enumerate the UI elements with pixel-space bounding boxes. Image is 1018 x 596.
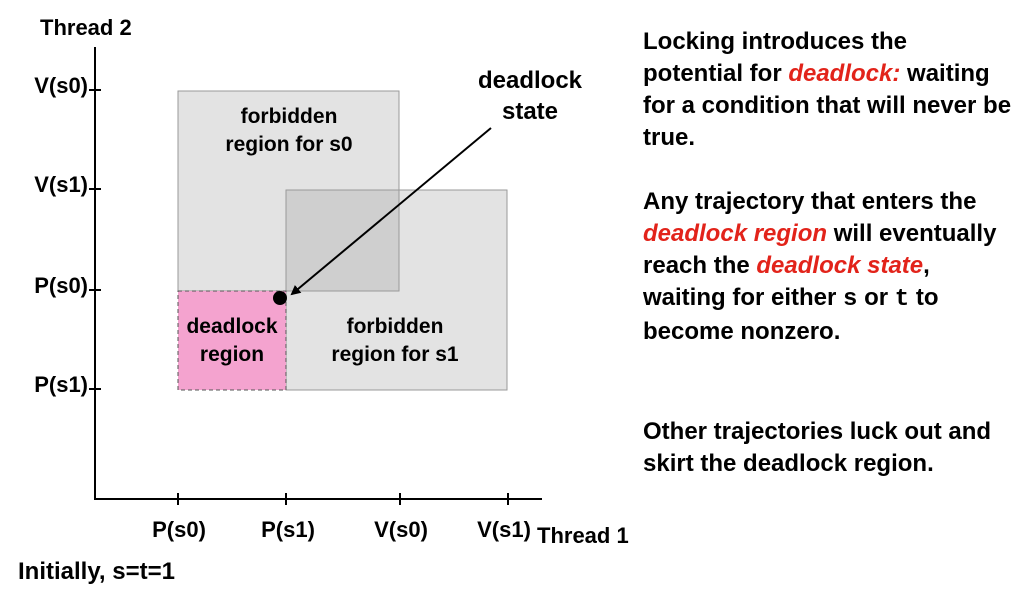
p1-text-a: Locking introduces the potential for [643,28,908,87]
y-tick-label: P(s0) [34,273,88,298]
forbidden-s1-label: region for s1 [331,343,459,366]
x-tick-label: V(s1) [477,517,531,542]
p1-text-c: waiting for a condition that will never … [643,60,1012,151]
x-tick-label: V(s0) [374,517,428,542]
deadlock-state-dot [273,291,287,305]
forbidden-s1-label: forbidden [347,315,444,338]
forbidden-s0-label: forbidden [241,105,338,128]
x-tick-label: P(s0) [152,517,206,542]
deadlock-region [177,290,287,391]
deadlock-state-arrow [290,127,492,296]
x-axis-title: Thread 1 [537,523,629,548]
paragraph-other-trajectories: Other trajectories luck out and skirt th… [643,418,992,477]
deadlock-state-label: deadlock [478,67,583,94]
p1-deadlock-term: deadlock: [788,60,901,87]
y-tick-label: V(s1) [34,172,88,197]
p2-deadlock-region-term: deadlock region [643,220,828,247]
paragraph-deadlock-intro: Locking introduces the potential for dea… [643,26,1013,154]
forbidden-s0-label: region for s0 [225,133,352,156]
p2-text-i: to become nonzero. [643,284,939,345]
x-tick-label: P(s1) [261,517,315,542]
initial-condition: Initially, s=t=1 [18,558,175,585]
y-tick-label: P(s1) [34,372,88,397]
y-axis-title: Thread 2 [40,15,132,40]
paragraph-deadlock-region: Any trajectory that enters the deadlock … [643,186,1013,348]
y-tick-label: V(s0) [34,73,88,98]
deadlock-region-label: region [200,343,264,366]
deadlock-state-label: state [502,98,558,125]
p2-var-t: t [894,286,910,313]
p2-var-s: s [843,286,858,313]
forbidden-overlap [285,189,400,292]
p2-text-a: Any trajectory that enters the [643,188,977,215]
p2-text-e: , waiting for either [643,252,930,311]
deadlock-region-label: deadlock [186,315,277,338]
p2-deadlock-state-term: deadlock state [756,252,924,279]
p2-text-c: will eventually reach the [643,220,997,279]
p2-text-g: or [857,284,895,311]
